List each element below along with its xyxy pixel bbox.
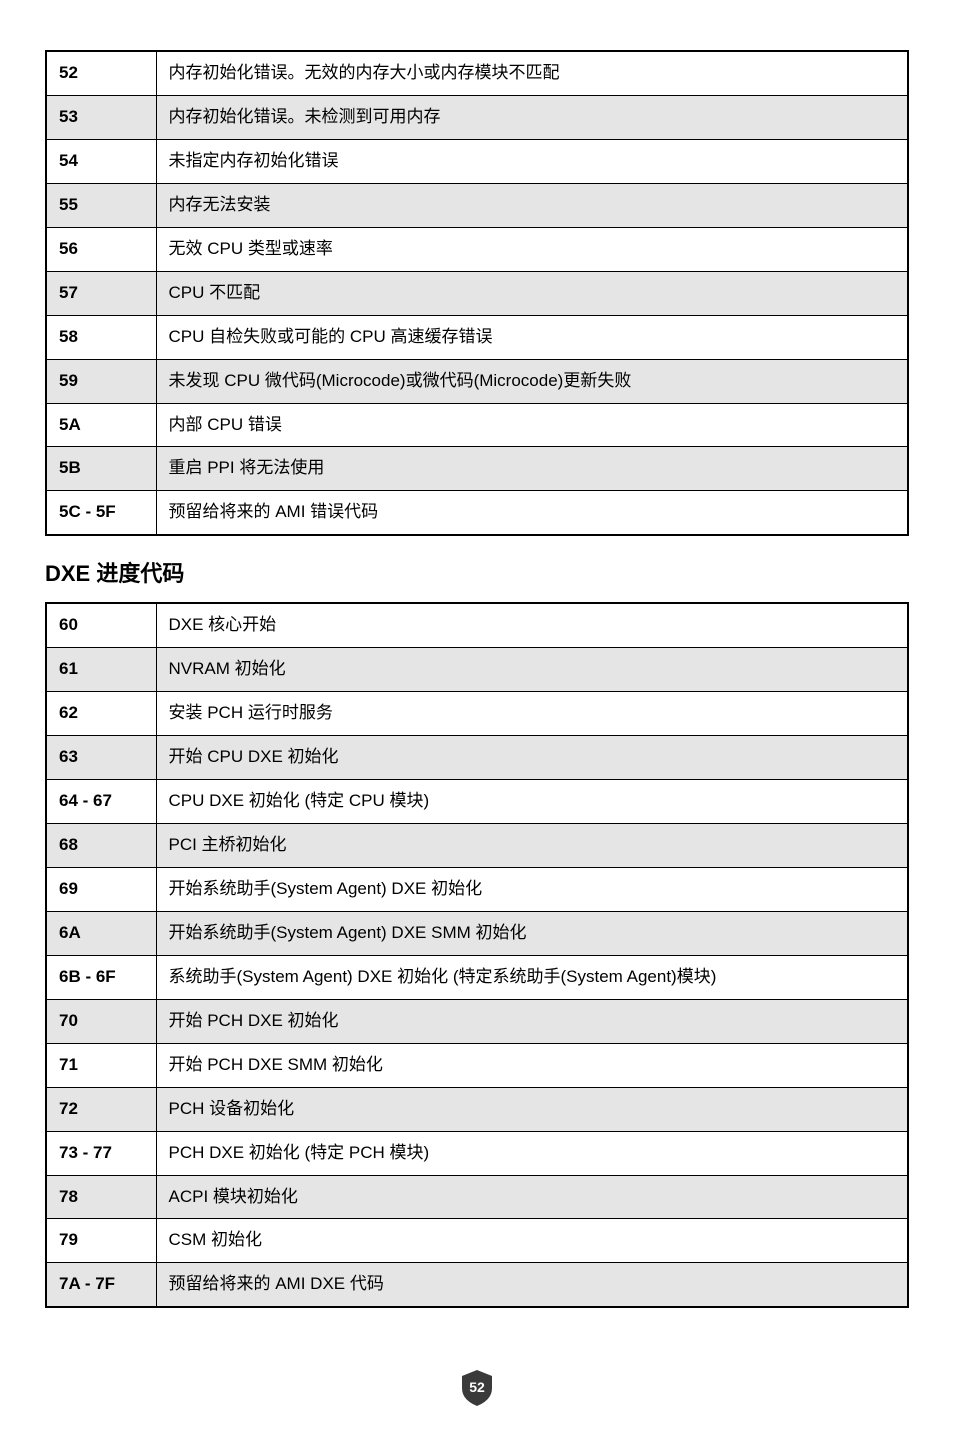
code-cell: 73 - 77 — [46, 1131, 156, 1175]
table-row: 6A开始系统助手(System Agent) DXE SMM 初始化 — [46, 911, 908, 955]
page-number: 52 — [469, 1379, 485, 1395]
desc-cell: 开始 PCH DXE 初始化 — [156, 999, 908, 1043]
desc-cell: 预留给将来的 AMI DXE 代码 — [156, 1263, 908, 1307]
desc-cell: 无效 CPU 类型或速率 — [156, 227, 908, 271]
desc-cell: 内存初始化错误。无效的内存大小或内存模块不匹配 — [156, 51, 908, 95]
table-row: 62安装 PCH 运行时服务 — [46, 692, 908, 736]
code-cell: 5C - 5F — [46, 491, 156, 535]
table-row: 60DXE 核心开始 — [46, 603, 908, 647]
table-row: 73 - 77PCH DXE 初始化 (特定 PCH 模块) — [46, 1131, 908, 1175]
table-row: 61NVRAM 初始化 — [46, 648, 908, 692]
code-cell: 63 — [46, 736, 156, 780]
desc-cell: CPU DXE 初始化 (特定 CPU 模块) — [156, 780, 908, 824]
code-cell: 53 — [46, 95, 156, 139]
code-cell: 61 — [46, 648, 156, 692]
table-row: 5C - 5F预留给将来的 AMI 错误代码 — [46, 491, 908, 535]
desc-cell: DXE 核心开始 — [156, 603, 908, 647]
desc-cell: CPU 自检失败或可能的 CPU 高速缓存错误 — [156, 315, 908, 359]
desc-cell: 开始系统助手(System Agent) DXE SMM 初始化 — [156, 911, 908, 955]
table-row: 59未发现 CPU 微代码(Microcode)或微代码(Microcode)更… — [46, 359, 908, 403]
code-cell: 5A — [46, 403, 156, 447]
desc-cell: 安装 PCH 运行时服务 — [156, 692, 908, 736]
desc-cell: CSM 初始化 — [156, 1219, 908, 1263]
table-row: 57CPU 不匹配 — [46, 271, 908, 315]
desc-cell: PCH 设备初始化 — [156, 1087, 908, 1131]
table-row: 6B - 6F系统助手(System Agent) DXE 初始化 (特定系统助… — [46, 955, 908, 999]
code-cell: 7A - 7F — [46, 1263, 156, 1307]
desc-cell: CPU 不匹配 — [156, 271, 908, 315]
code-cell: 6B - 6F — [46, 955, 156, 999]
page-badge-icon: 52 — [459, 1368, 495, 1408]
code-cell: 54 — [46, 139, 156, 183]
desc-cell: 系统助手(System Agent) DXE 初始化 (特定系统助手(Syste… — [156, 955, 908, 999]
code-cell: 62 — [46, 692, 156, 736]
table-row: 79CSM 初始化 — [46, 1219, 908, 1263]
table-row: 72PCH 设备初始化 — [46, 1087, 908, 1131]
desc-cell: NVRAM 初始化 — [156, 648, 908, 692]
table-row: 63开始 CPU DXE 初始化 — [46, 736, 908, 780]
table-row: 5B重启 PPI 将无法使用 — [46, 447, 908, 491]
code-cell: 5B — [46, 447, 156, 491]
table-row: 58CPU 自检失败或可能的 CPU 高速缓存错误 — [46, 315, 908, 359]
error-codes-table-2: 60DXE 核心开始61NVRAM 初始化62安装 PCH 运行时服务63开始 … — [45, 602, 909, 1308]
desc-cell: ACPI 模块初始化 — [156, 1175, 908, 1219]
table-row: 53内存初始化错误。未检测到可用内存 — [46, 95, 908, 139]
table2-body: 60DXE 核心开始61NVRAM 初始化62安装 PCH 运行时服务63开始 … — [46, 603, 908, 1307]
code-cell: 72 — [46, 1087, 156, 1131]
code-cell: 58 — [46, 315, 156, 359]
code-cell: 71 — [46, 1043, 156, 1087]
code-cell: 57 — [46, 271, 156, 315]
table1-body: 52内存初始化错误。无效的内存大小或内存模块不匹配53内存初始化错误。未检测到可… — [46, 51, 908, 535]
code-cell: 52 — [46, 51, 156, 95]
code-cell: 55 — [46, 183, 156, 227]
code-cell: 6A — [46, 911, 156, 955]
table-row: 55内存无法安装 — [46, 183, 908, 227]
table-row: 71开始 PCH DXE SMM 初始化 — [46, 1043, 908, 1087]
desc-cell: 内存无法安装 — [156, 183, 908, 227]
desc-cell: 内存初始化错误。未检测到可用内存 — [156, 95, 908, 139]
table-row: 69开始系统助手(System Agent) DXE 初始化 — [46, 867, 908, 911]
desc-cell: 内部 CPU 错误 — [156, 403, 908, 447]
table-row: 52内存初始化错误。无效的内存大小或内存模块不匹配 — [46, 51, 908, 95]
table-row: 5A内部 CPU 错误 — [46, 403, 908, 447]
code-cell: 69 — [46, 867, 156, 911]
code-cell: 64 - 67 — [46, 780, 156, 824]
table-row: 70开始 PCH DXE 初始化 — [46, 999, 908, 1043]
code-cell: 68 — [46, 824, 156, 868]
desc-cell: PCI 主桥初始化 — [156, 824, 908, 868]
error-codes-table-1: 52内存初始化错误。无效的内存大小或内存模块不匹配53内存初始化错误。未检测到可… — [45, 50, 909, 536]
desc-cell: 未指定内存初始化错误 — [156, 139, 908, 183]
desc-cell: PCH DXE 初始化 (特定 PCH 模块) — [156, 1131, 908, 1175]
table-row: 7A - 7F预留给将来的 AMI DXE 代码 — [46, 1263, 908, 1307]
section-heading: DXE 进度代码 — [45, 556, 909, 588]
page-footer: 52 — [45, 1368, 909, 1408]
desc-cell: 未发现 CPU 微代码(Microcode)或微代码(Microcode)更新失… — [156, 359, 908, 403]
desc-cell: 开始 CPU DXE 初始化 — [156, 736, 908, 780]
code-cell: 79 — [46, 1219, 156, 1263]
code-cell: 56 — [46, 227, 156, 271]
table-row: 78ACPI 模块初始化 — [46, 1175, 908, 1219]
desc-cell: 开始 PCH DXE SMM 初始化 — [156, 1043, 908, 1087]
desc-cell: 开始系统助手(System Agent) DXE 初始化 — [156, 867, 908, 911]
table-row: 64 - 67CPU DXE 初始化 (特定 CPU 模块) — [46, 780, 908, 824]
code-cell: 59 — [46, 359, 156, 403]
code-cell: 60 — [46, 603, 156, 647]
code-cell: 70 — [46, 999, 156, 1043]
desc-cell: 重启 PPI 将无法使用 — [156, 447, 908, 491]
desc-cell: 预留给将来的 AMI 错误代码 — [156, 491, 908, 535]
table-row: 68PCI 主桥初始化 — [46, 824, 908, 868]
code-cell: 78 — [46, 1175, 156, 1219]
table-row: 54未指定内存初始化错误 — [46, 139, 908, 183]
table-row: 56无效 CPU 类型或速率 — [46, 227, 908, 271]
